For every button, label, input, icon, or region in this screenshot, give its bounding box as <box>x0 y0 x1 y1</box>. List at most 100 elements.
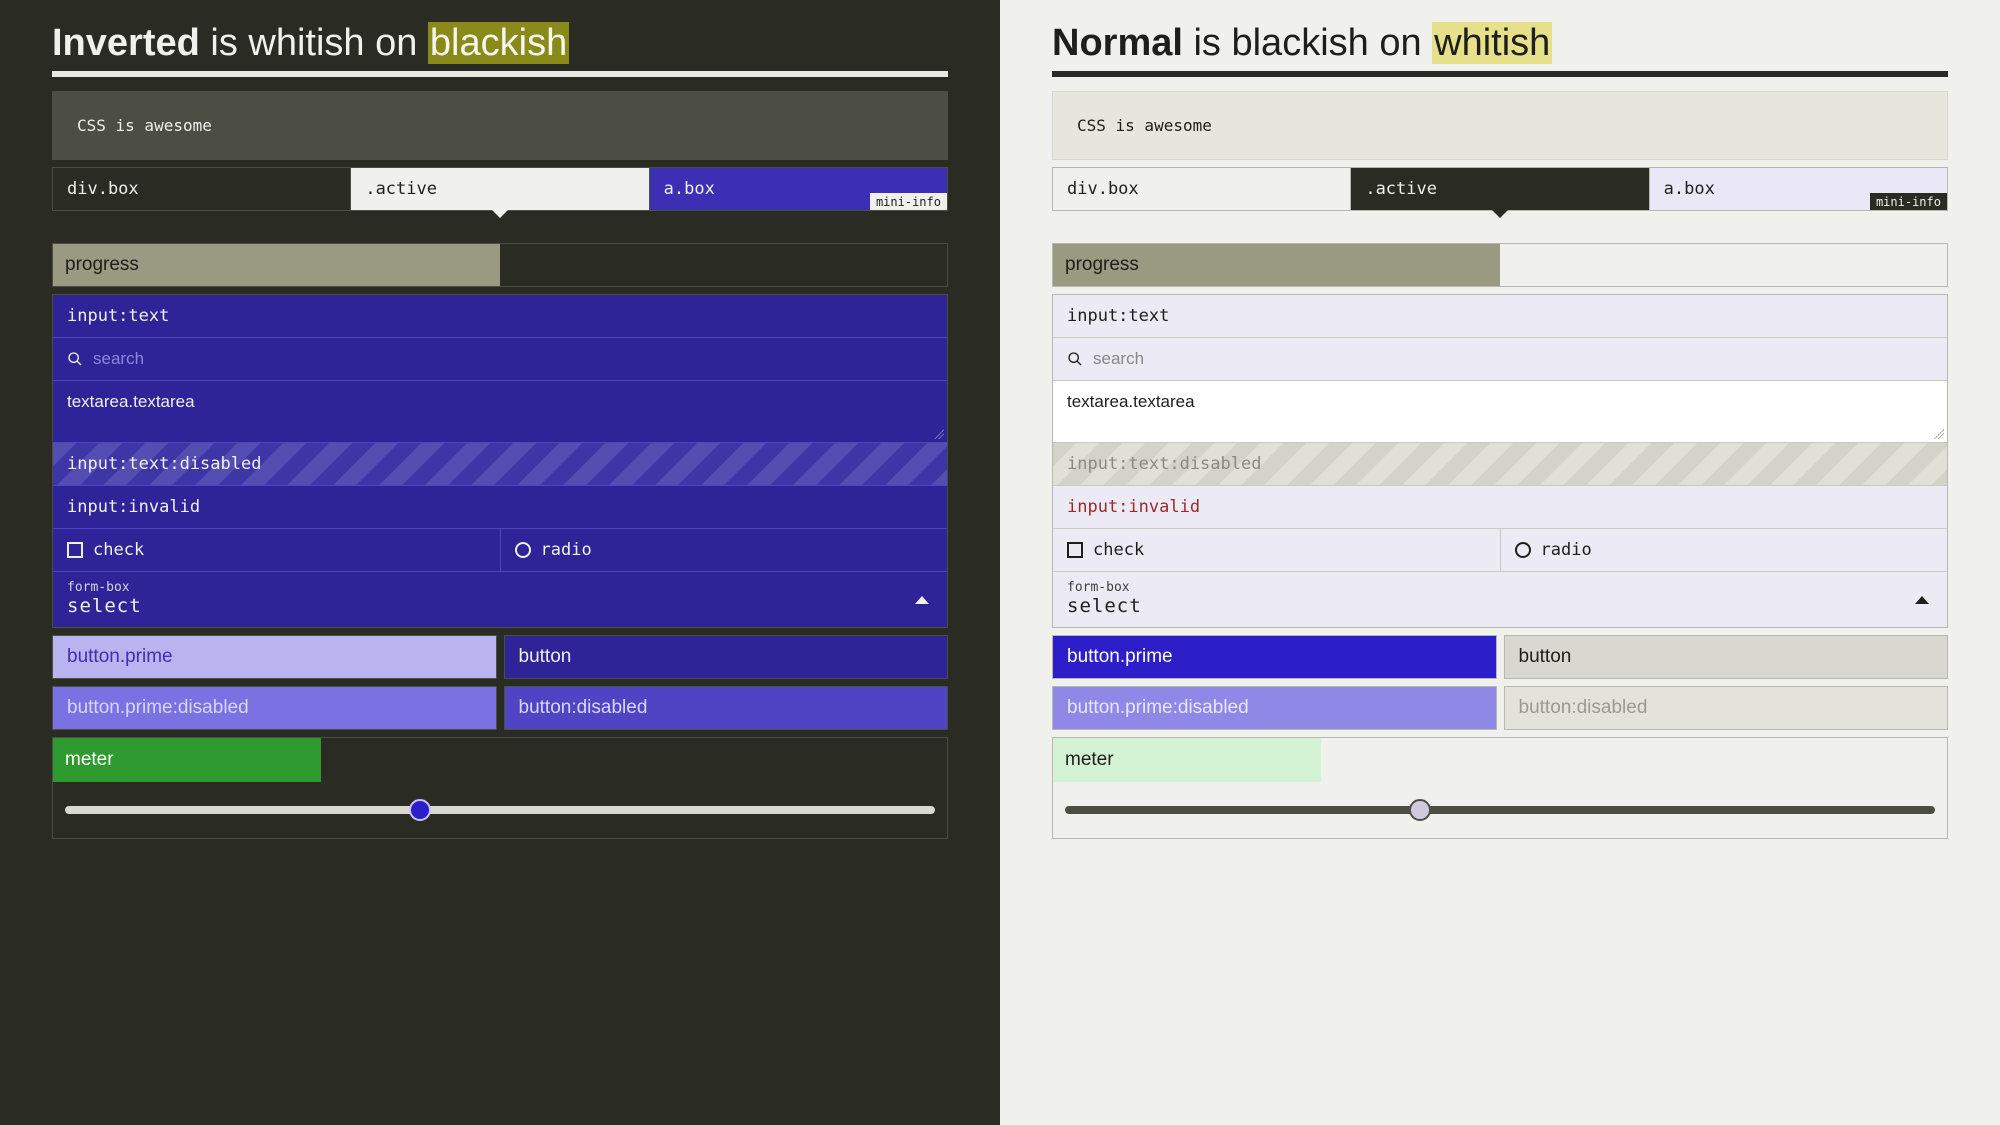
mini-info-badge: mini-info <box>1870 193 1947 210</box>
heading-normal: Normal is blackish on whitish <box>1052 22 1948 65</box>
button-default[interactable]: button <box>1504 635 1949 679</box>
search-input[interactable]: search <box>53 338 947 381</box>
box-link[interactable]: a.box mini-info <box>650 167 948 211</box>
heading-mid: is blackish on <box>1183 22 1432 64</box>
resize-handle-icon[interactable] <box>1934 429 1944 439</box>
button-row-2: button.prime:disabled button:disabled <box>52 686 948 730</box>
checkbox[interactable]: check <box>53 529 500 571</box>
box-div[interactable]: div.box <box>52 167 351 211</box>
checkbox-label: check <box>93 540 144 560</box>
checkbox-icon <box>67 542 83 558</box>
meter: meter <box>53 738 947 782</box>
input-text[interactable]: input:text <box>53 295 947 338</box>
button-row-1: button.prime button <box>52 635 948 679</box>
button-prime[interactable]: button.prime <box>52 635 497 679</box>
box-active[interactable]: .active <box>1351 167 1649 211</box>
progress-fill: progress <box>53 244 500 286</box>
textarea[interactable]: textarea.textarea <box>53 381 947 443</box>
button-prime-disabled: button.prime:disabled <box>1052 686 1497 730</box>
box-row: div.box .active a.box mini-info <box>1052 167 1948 211</box>
radio-label: radio <box>1541 540 1592 560</box>
panel-normal: Normal is blackish on whitish CSS is awe… <box>1000 0 2000 1125</box>
check-radio-row: check radio <box>1053 529 1947 572</box>
radio[interactable]: radio <box>1500 529 1948 571</box>
input-invalid[interactable]: input:invalid <box>1053 486 1947 529</box>
progress-label: progress <box>65 254 139 276</box>
chevron-up-icon <box>915 596 929 604</box>
input-invalid[interactable]: input:invalid <box>53 486 947 529</box>
box-link[interactable]: a.box mini-info <box>1650 167 1948 211</box>
heading-mark: blackish <box>428 22 569 64</box>
box-active[interactable]: .active <box>351 167 649 211</box>
checkbox-label: check <box>1093 540 1144 560</box>
select-value: select <box>1067 595 1142 617</box>
checkbox[interactable]: check <box>1053 529 1500 571</box>
box-link-label: a.box <box>1664 179 1715 199</box>
code-box: CSS is awesome <box>1052 91 1948 160</box>
meter: meter <box>1053 738 1947 782</box>
select-small-label: form-box <box>67 580 933 595</box>
checkbox-icon <box>1067 542 1083 558</box>
check-radio-row: check radio <box>53 529 947 572</box>
search-icon <box>1067 351 1083 367</box>
textarea-label: textarea.textarea <box>1067 392 1195 412</box>
heading-mark: whitish <box>1432 22 1552 64</box>
button-row-2: button.prime:disabled button:disabled <box>1052 686 1948 730</box>
heading-inverted: Inverted is whitish on blackish <box>52 22 948 65</box>
resize-handle-icon[interactable] <box>934 429 944 439</box>
button-row-1: button.prime button <box>1052 635 1948 679</box>
heading-bold: Normal <box>1052 22 1183 64</box>
progress: progress <box>1052 243 1948 287</box>
slider-track <box>1065 806 1935 814</box>
select-small-label: form-box <box>1067 580 1933 595</box>
box-div[interactable]: div.box <box>1052 167 1351 211</box>
search-placeholder: search <box>1093 349 1144 369</box>
input-text[interactable]: input:text <box>1053 295 1947 338</box>
radio-icon <box>515 542 531 558</box>
slider[interactable] <box>1053 782 1947 838</box>
radio[interactable]: radio <box>500 529 948 571</box>
divider <box>52 71 948 77</box>
meter-fill: meter <box>53 738 321 782</box>
panel-inverted: Inverted is whitish on blackish CSS is a… <box>0 0 1000 1125</box>
button-prime-disabled: button.prime:disabled <box>52 686 497 730</box>
button-default-disabled: button:disabled <box>504 686 949 730</box>
search-icon <box>67 351 83 367</box>
meter-label: meter <box>65 749 114 771</box>
button-prime[interactable]: button.prime <box>1052 635 1497 679</box>
chevron-up-icon <box>1915 596 1929 604</box>
form-block: input:text search textarea.textarea inpu… <box>1052 294 1948 628</box>
textarea[interactable]: textarea.textarea <box>1053 381 1947 443</box>
textarea-label: textarea.textarea <box>67 392 195 412</box>
select[interactable]: form-box select <box>53 572 947 627</box>
select-value: select <box>67 595 142 617</box>
slider-track <box>65 806 935 814</box>
box-link-label: a.box <box>664 179 715 199</box>
select[interactable]: form-box select <box>1053 572 1947 627</box>
heading-bold: Inverted <box>52 22 200 64</box>
box-row: div.box .active a.box mini-info <box>52 167 948 211</box>
slider[interactable] <box>53 782 947 838</box>
input-disabled: input:text:disabled <box>53 443 947 486</box>
meter-label: meter <box>1065 749 1114 771</box>
form-block: input:text search textarea.textarea inpu… <box>52 294 948 628</box>
meter-box: meter <box>1052 737 1948 839</box>
meter-fill: meter <box>1053 738 1321 782</box>
progress-label: progress <box>1065 254 1139 276</box>
progress-fill: progress <box>1053 244 1500 286</box>
divider <box>1052 71 1948 77</box>
mini-info-badge: mini-info <box>870 193 947 210</box>
slider-thumb[interactable] <box>1409 799 1431 821</box>
radio-icon <box>1515 542 1531 558</box>
button-default-disabled: button:disabled <box>1504 686 1949 730</box>
heading-mid: is whitish on <box>200 22 428 64</box>
search-placeholder: search <box>93 349 144 369</box>
radio-label: radio <box>541 540 592 560</box>
search-input[interactable]: search <box>1053 338 1947 381</box>
code-box: CSS is awesome <box>52 91 948 160</box>
progress: progress <box>52 243 948 287</box>
slider-thumb[interactable] <box>409 799 431 821</box>
input-disabled: input:text:disabled <box>1053 443 1947 486</box>
button-default[interactable]: button <box>504 635 949 679</box>
meter-box: meter <box>52 737 948 839</box>
